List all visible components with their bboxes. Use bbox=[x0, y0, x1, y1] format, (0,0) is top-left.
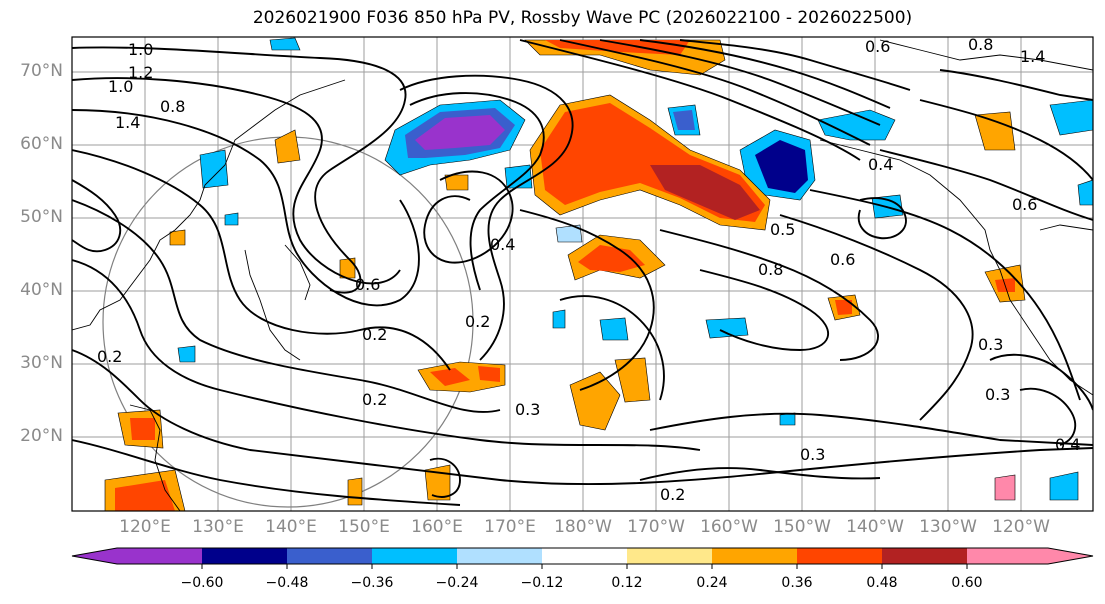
lat-label: 40°N bbox=[20, 280, 63, 300]
lat-label: 20°N bbox=[20, 426, 63, 446]
colorbar-extend-low bbox=[72, 548, 117, 564]
colorbar-tick-label: 0.36 bbox=[781, 575, 813, 591]
contour-label: 0.6 bbox=[830, 250, 855, 269]
contour-label: 0.6 bbox=[865, 37, 890, 56]
contour-label: 0.2 bbox=[660, 485, 685, 504]
colorbar-tick-label: −0.36 bbox=[350, 575, 394, 591]
contour-label: 0.8 bbox=[968, 35, 993, 54]
lon-label: 160°W bbox=[700, 517, 758, 537]
colorbar-swatch bbox=[287, 548, 372, 564]
lon-label: 150°E bbox=[338, 517, 390, 537]
colorbar-tick-label: −0.24 bbox=[435, 575, 479, 591]
colorbar-extend-high bbox=[1048, 548, 1093, 564]
map-frame bbox=[71, 36, 1094, 512]
colorbar-tick-label: −0.60 bbox=[180, 575, 224, 591]
colorbar-tick-label: 0.48 bbox=[866, 575, 898, 591]
map-content: 1.0 1.0 1.2 1.4 0.8 0.2 0.2 0.2 0.2 0.3 … bbox=[72, 35, 1093, 511]
contour-label: 0.3 bbox=[985, 385, 1010, 404]
lat-label: 50°N bbox=[20, 207, 63, 227]
colorbar-outline bbox=[71, 547, 1094, 565]
contour-labels: 1.0 1.0 1.2 1.4 0.8 0.2 0.2 0.2 0.2 0.3 … bbox=[97, 35, 1080, 504]
contour-label: 0.3 bbox=[800, 445, 825, 464]
contour-label: 1.4 bbox=[115, 113, 140, 132]
lon-label: 180°W bbox=[554, 517, 612, 537]
colorbar-swatch bbox=[967, 548, 1048, 564]
colorbar-swatch bbox=[712, 548, 797, 564]
lon-label: 140°E bbox=[265, 517, 317, 537]
contour-label: 0.3 bbox=[515, 400, 540, 419]
colorbar-swatch bbox=[372, 548, 457, 564]
lon-label: 170°E bbox=[484, 517, 536, 537]
contour-label: 0.2 bbox=[465, 312, 490, 331]
colorbar-swatch bbox=[117, 548, 202, 564]
contour-label: 0.8 bbox=[160, 97, 185, 116]
colorbar-ticks bbox=[201, 564, 968, 569]
lon-label: 130°W bbox=[919, 517, 977, 537]
contour-label: 0.3 bbox=[978, 335, 1003, 354]
colorbar-swatch bbox=[627, 548, 712, 564]
contour-label: 0.4 bbox=[868, 155, 893, 174]
contour-label: 1.2 bbox=[128, 63, 153, 82]
colorbar-tick-label: 0.60 bbox=[951, 575, 983, 591]
contour-label: 0.6 bbox=[1012, 195, 1037, 214]
colorbar-tick-label: −0.12 bbox=[520, 575, 564, 591]
coastlines bbox=[72, 39, 1093, 511]
lon-label: 120°W bbox=[992, 517, 1050, 537]
gridlines bbox=[72, 37, 1093, 511]
negative-anomalies bbox=[177, 37, 1093, 501]
lat-label: 60°N bbox=[20, 134, 63, 154]
contour-label: 1.0 bbox=[108, 77, 133, 96]
contour-label: 0.2 bbox=[362, 325, 387, 344]
colorbar-swatch bbox=[202, 548, 287, 564]
contour-label: 1.4 bbox=[1020, 47, 1045, 66]
colorbar-swatch bbox=[882, 548, 967, 564]
lat-label: 30°N bbox=[20, 353, 63, 373]
contour-label: 0.2 bbox=[362, 390, 387, 409]
lon-label: 130°E bbox=[192, 517, 244, 537]
contour-label: 0.4 bbox=[490, 235, 515, 254]
lon-label: 120°E bbox=[119, 517, 171, 537]
contour-label: 0.5 bbox=[770, 220, 795, 239]
contour-label: 0.8 bbox=[758, 260, 783, 279]
colorbar-swatch bbox=[797, 548, 882, 564]
colorbar-tick-label: −0.48 bbox=[265, 575, 309, 591]
lon-label: 150°W bbox=[773, 517, 831, 537]
contour-label: 0.2 bbox=[97, 347, 122, 366]
lon-label: 170°W bbox=[627, 517, 685, 537]
colorbar-swatch bbox=[457, 548, 542, 564]
contour-label: 0.4 bbox=[1055, 435, 1080, 454]
contour-label: 0.6 bbox=[355, 275, 380, 294]
colorbar-tick-label: 0.24 bbox=[696, 575, 728, 591]
contour-label: 1.0 bbox=[128, 40, 153, 59]
lon-label: 160°E bbox=[411, 517, 463, 537]
colorbar-tick-label: 0.12 bbox=[611, 575, 643, 591]
pv-contours bbox=[72, 39, 1093, 506]
lat-label: 70°N bbox=[20, 61, 63, 81]
colorbar-swatch bbox=[542, 548, 627, 564]
lon-label: 140°W bbox=[846, 517, 904, 537]
map-title: 2026021900 F036 850 hPa PV, Rossby Wave … bbox=[252, 8, 913, 28]
colorbar bbox=[71, 547, 1094, 569]
